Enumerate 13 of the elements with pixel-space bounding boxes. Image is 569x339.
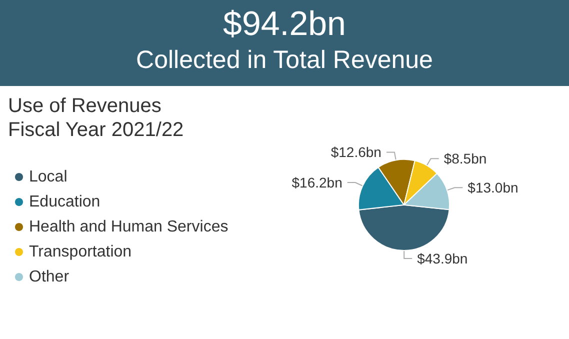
data-label: $8.5bn (444, 150, 487, 167)
legend-label: Transportation (29, 244, 132, 260)
data-label: $13.0bn (468, 180, 518, 196)
data-label: $12.6bn (330, 144, 382, 160)
chart-title: $94.2bn (222, 4, 347, 44)
chart-subtitle: Collected in Total Revenue (135, 45, 434, 76)
legend-label: Health and Human Services (29, 218, 228, 236)
legend-title: Use of Revenues Fiscal Year 2021/22 (8, 94, 184, 142)
legend-label: Education (29, 194, 100, 210)
legend-label: Local (29, 168, 68, 186)
data-label: $16.2bn (292, 174, 342, 191)
data-label: $43.9bn (417, 250, 468, 266)
legend-label: Other (29, 268, 70, 286)
